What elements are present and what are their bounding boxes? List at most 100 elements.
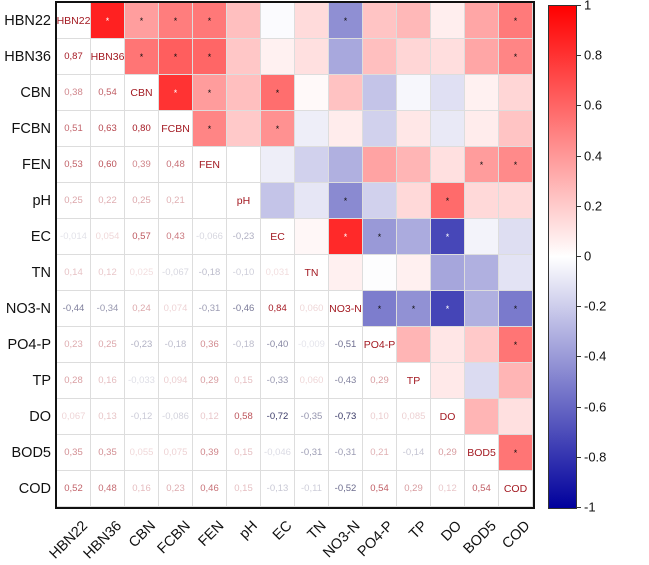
heatmap-cell bbox=[295, 147, 329, 183]
correlation-value: 0,58 bbox=[227, 399, 261, 435]
column-label: PO4-P bbox=[355, 518, 398, 561]
heatmap-cell: * bbox=[465, 147, 499, 183]
correlation-value: -0,31 bbox=[193, 291, 227, 327]
heatmap-cell: * bbox=[91, 3, 125, 39]
correlation-value: -0,086 bbox=[159, 399, 193, 435]
heatmap-cell: * bbox=[499, 435, 533, 471]
colorbar-tick bbox=[576, 155, 581, 157]
heatmap-cell bbox=[295, 219, 329, 255]
heatmap-cell bbox=[227, 147, 261, 183]
correlation-value: 0,25 bbox=[91, 327, 125, 363]
correlation-value: -0,31 bbox=[329, 435, 363, 471]
heatmap-cell: * bbox=[193, 111, 227, 147]
significance-star: * bbox=[343, 15, 348, 26]
heatmap-cell bbox=[397, 39, 431, 75]
heatmap-cell bbox=[465, 111, 499, 147]
heatmap-cell bbox=[431, 39, 465, 75]
column-label: TP bbox=[406, 518, 432, 543]
heatmap-cell bbox=[499, 363, 533, 399]
heatmap-cell bbox=[499, 255, 533, 291]
correlation-value: 0,80 bbox=[125, 111, 159, 147]
column-label: EC bbox=[269, 518, 296, 544]
heatmap-cell bbox=[295, 111, 329, 147]
row-label: TP bbox=[32, 373, 51, 389]
heatmap-cell: * bbox=[159, 3, 193, 39]
diagonal-label: CBN bbox=[125, 75, 159, 111]
correlation-value: 0,12 bbox=[193, 399, 227, 435]
diagonal-label: FEN bbox=[193, 147, 227, 183]
correlation-value: 0,13 bbox=[91, 399, 125, 435]
correlation-value: 0,075 bbox=[159, 435, 193, 471]
row-label: HBN22 bbox=[4, 13, 51, 29]
correlation-value: -0,73 bbox=[329, 399, 363, 435]
correlation-value: -0,18 bbox=[159, 327, 193, 363]
column-label: COD bbox=[499, 518, 534, 553]
correlation-value: 0,060 bbox=[295, 363, 329, 399]
significance-star: * bbox=[173, 87, 178, 98]
significance-star: * bbox=[513, 447, 518, 458]
diagonal-label: BOD5 bbox=[465, 435, 499, 471]
colorbar-tick-label: 0.2 bbox=[584, 198, 603, 214]
heatmap-cell bbox=[363, 3, 397, 39]
correlation-value: -0,14 bbox=[397, 435, 431, 471]
significance-star: * bbox=[275, 123, 280, 134]
correlation-value: -0,18 bbox=[227, 327, 261, 363]
correlation-value: 0,12 bbox=[431, 471, 465, 507]
correlation-value: -0,33 bbox=[261, 363, 295, 399]
heatmap-cell bbox=[431, 3, 465, 39]
correlation-value: 0,23 bbox=[57, 327, 91, 363]
significance-star: * bbox=[377, 231, 382, 242]
row-label: pH bbox=[32, 193, 51, 209]
significance-star: * bbox=[207, 15, 212, 26]
correlation-value: 0,48 bbox=[159, 147, 193, 183]
heatmap-cell bbox=[397, 111, 431, 147]
correlation-value: -0,046 bbox=[261, 435, 295, 471]
correlation-value: 0,54 bbox=[465, 471, 499, 507]
correlation-value: 0,23 bbox=[159, 471, 193, 507]
correlation-value: 0,36 bbox=[193, 327, 227, 363]
heatmap-cell: * bbox=[125, 3, 159, 39]
heatmap-cell: * bbox=[499, 39, 533, 75]
significance-star: * bbox=[513, 51, 518, 62]
heatmap-cell bbox=[465, 39, 499, 75]
correlation-value: 0,12 bbox=[91, 255, 125, 291]
column-label: FCBN bbox=[154, 518, 194, 558]
column-label: pH bbox=[236, 518, 262, 543]
colorbar-tick bbox=[576, 55, 581, 57]
significance-star: * bbox=[411, 303, 416, 314]
colorbar-tick-label: 0.6 bbox=[584, 97, 603, 113]
column-label: BOD5 bbox=[460, 518, 500, 558]
heatmap-cell bbox=[465, 363, 499, 399]
significance-star: * bbox=[513, 303, 518, 314]
row-label: NO3-N bbox=[5, 301, 51, 317]
correlation-value: 0,54 bbox=[363, 471, 397, 507]
heatmap-cell: * bbox=[261, 111, 295, 147]
heatmap-cell bbox=[499, 219, 533, 255]
heatmap-cell bbox=[227, 39, 261, 75]
correlation-value: -0,13 bbox=[261, 471, 295, 507]
heatmap-cell bbox=[465, 291, 499, 327]
correlation-value: -0,009 bbox=[295, 327, 329, 363]
heatmap-cell bbox=[329, 255, 363, 291]
colorbar-tick bbox=[576, 205, 581, 207]
colorbar-tick bbox=[576, 5, 581, 6]
heatmap-cell: * bbox=[329, 3, 363, 39]
correlation-value: 0,39 bbox=[193, 435, 227, 471]
correlation-value: 0,22 bbox=[91, 183, 125, 219]
heatmap-cell bbox=[465, 399, 499, 435]
correlation-value: 0,15 bbox=[227, 471, 261, 507]
correlation-value: 0,54 bbox=[91, 75, 125, 111]
correlation-value: -0,066 bbox=[193, 219, 227, 255]
heatmap-cell bbox=[329, 147, 363, 183]
correlation-value: -0,11 bbox=[295, 471, 329, 507]
significance-star: * bbox=[139, 15, 144, 26]
heatmap-cell bbox=[261, 183, 295, 219]
heatmap-cell bbox=[465, 75, 499, 111]
correlation-value bbox=[193, 183, 227, 219]
correlation-value: 0,10 bbox=[363, 399, 397, 435]
correlation-value: -0,033 bbox=[125, 363, 159, 399]
heatmap-cell: * bbox=[431, 291, 465, 327]
heatmap-cell bbox=[431, 255, 465, 291]
row-label: FEN bbox=[22, 157, 51, 173]
correlation-value: 0,15 bbox=[227, 363, 261, 399]
